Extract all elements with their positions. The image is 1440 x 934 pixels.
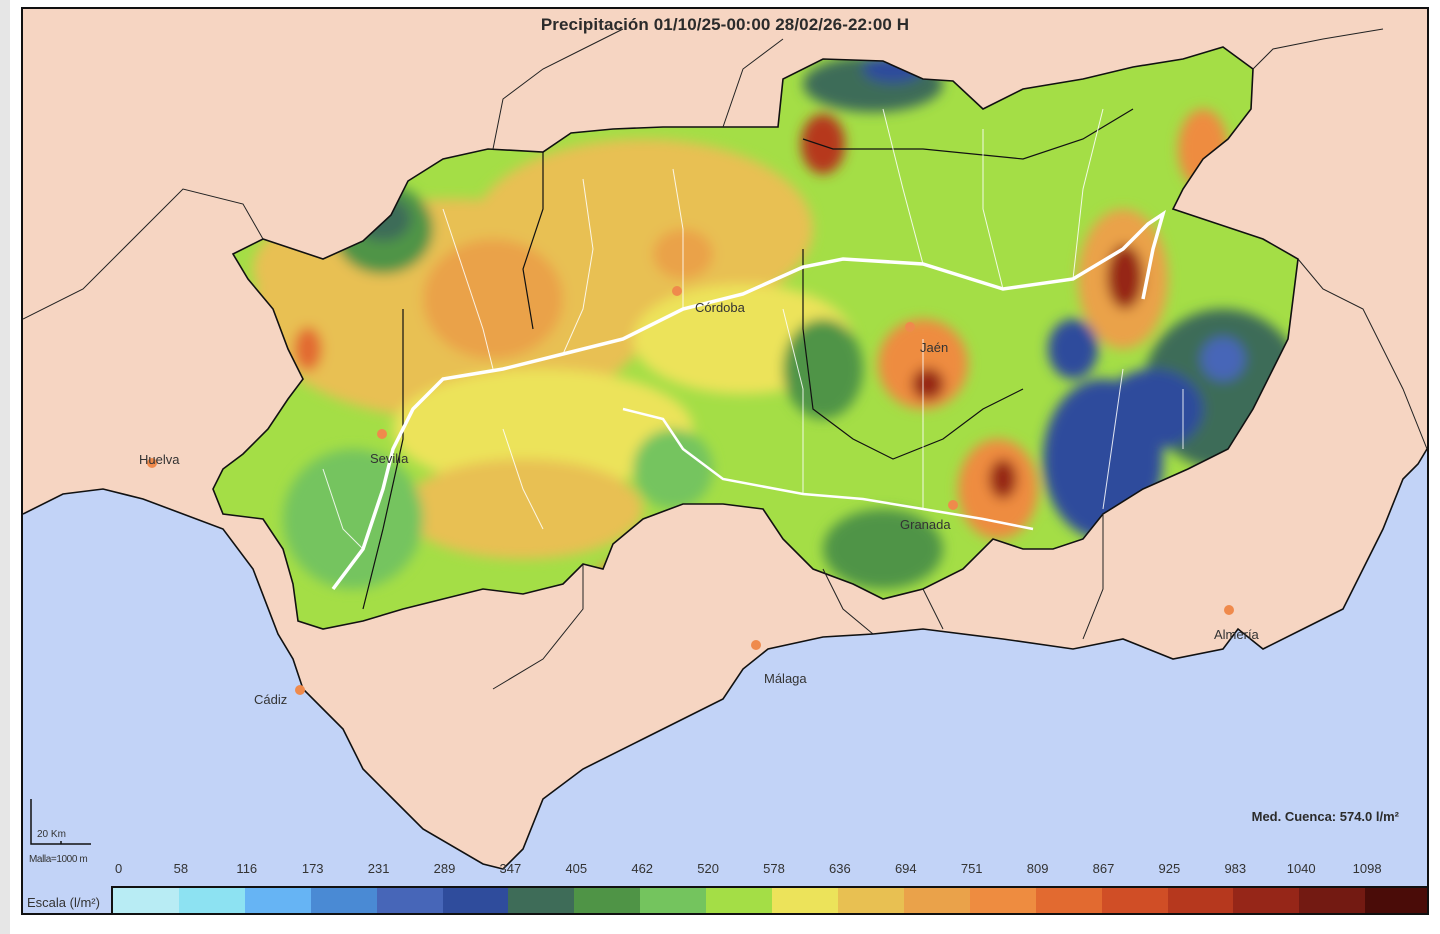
- city-label: Cádiz: [254, 692, 288, 707]
- legend-tick-label: 867: [1092, 861, 1115, 876]
- legend-tick-label: 58: [173, 861, 189, 876]
- city-marker-icon: [672, 286, 682, 296]
- legend-tick-label: 462: [631, 861, 654, 876]
- city-label: Sevilla: [370, 451, 409, 466]
- city-marker-icon: [948, 500, 958, 510]
- legend-tick-label: 1040: [1286, 861, 1316, 876]
- scale-grid-size: Malla=1000 m: [29, 854, 88, 865]
- rivers: [322, 108, 1184, 591]
- city-label: Jaén: [920, 340, 949, 355]
- basin-boundaries: [212, 46, 1299, 630]
- legend-swatch: [772, 888, 838, 913]
- city-label: Málaga: [764, 671, 807, 686]
- legend-tick-label: 1098: [1352, 861, 1382, 876]
- city-marker-icon: [751, 640, 761, 650]
- city-label: Granada: [900, 517, 951, 532]
- city-label: Huelva: [139, 452, 180, 467]
- city-marker-icon: [905, 322, 915, 332]
- legend-swatch: [640, 888, 707, 913]
- legend-tick-label: 694: [894, 861, 917, 876]
- city-marker-icon: [1224, 605, 1234, 615]
- legend-tick-label: 809: [1026, 861, 1049, 876]
- legend-swatch: [310, 888, 377, 913]
- legend-swatch: [376, 888, 443, 913]
- legend-tick-label: 173: [301, 861, 324, 876]
- legend-tick-label: 636: [829, 861, 851, 876]
- legend-tick-label: 405: [565, 861, 588, 876]
- legend-tick-label: 0: [115, 861, 123, 876]
- city-marker-icon: [377, 429, 387, 439]
- basin-mean-value: Med. Cuenca: 574.0 l/m²: [1251, 809, 1399, 824]
- city-label: Almería: [1214, 627, 1259, 642]
- city-label: Córdoba: [695, 300, 745, 315]
- legend-swatch: [1365, 888, 1427, 913]
- legend-swatch: [574, 888, 641, 913]
- legend-tick-label: 925: [1158, 861, 1181, 876]
- legend-swatch: [1035, 888, 1102, 913]
- legend-tick-label: 520: [697, 861, 719, 876]
- precipitation-map[interactable]: [23, 9, 1427, 913]
- legend-tick-label: 116: [236, 861, 258, 876]
- legend-swatch: [508, 888, 575, 913]
- legend-swatch: [244, 888, 311, 913]
- legend-swatch: [113, 888, 179, 913]
- map-frame: Precipitación 01/10/25-00:00 28/02/26-22…: [21, 7, 1429, 915]
- legend-title: Escala (l/m²): [27, 895, 100, 910]
- scale-bar: [30, 799, 91, 845]
- legend-swatch: [969, 888, 1036, 913]
- legend-tick-label: 983: [1224, 861, 1247, 876]
- city-marker-icon: [295, 685, 305, 695]
- legend-swatch: [903, 888, 970, 913]
- legend-tick-label: 578: [763, 861, 785, 876]
- legend-swatch: [442, 888, 509, 913]
- map-title: Precipitación 01/10/25-00:00 28/02/26-22…: [540, 15, 910, 34]
- legend-swatch: [1299, 888, 1366, 913]
- city-marker-icon: [147, 458, 157, 468]
- legend-ticks: 0 58 116 173 231 289 347 405 462 520 578 636 694 751 8…: [107, 861, 1427, 877]
- legend-tick-label: 751: [960, 861, 983, 876]
- legend-tick-label: 347: [499, 861, 522, 876]
- legend-tick-label: 289: [433, 861, 456, 876]
- legend-swatch: [837, 888, 904, 913]
- window-edge: [0, 0, 10, 934]
- legend-swatch: [1101, 888, 1168, 913]
- legend-swatch: [1167, 888, 1234, 913]
- scale-distance: 20 Km: [37, 829, 66, 840]
- province-lines: [23, 28, 1427, 690]
- legend-tick-label: 231: [367, 861, 390, 876]
- legend-swatch: [1233, 888, 1300, 913]
- legend-color-bar: [111, 886, 1427, 913]
- legend-swatch: [178, 888, 245, 913]
- legend-swatch: [706, 888, 773, 913]
- coastline: [23, 448, 1427, 870]
